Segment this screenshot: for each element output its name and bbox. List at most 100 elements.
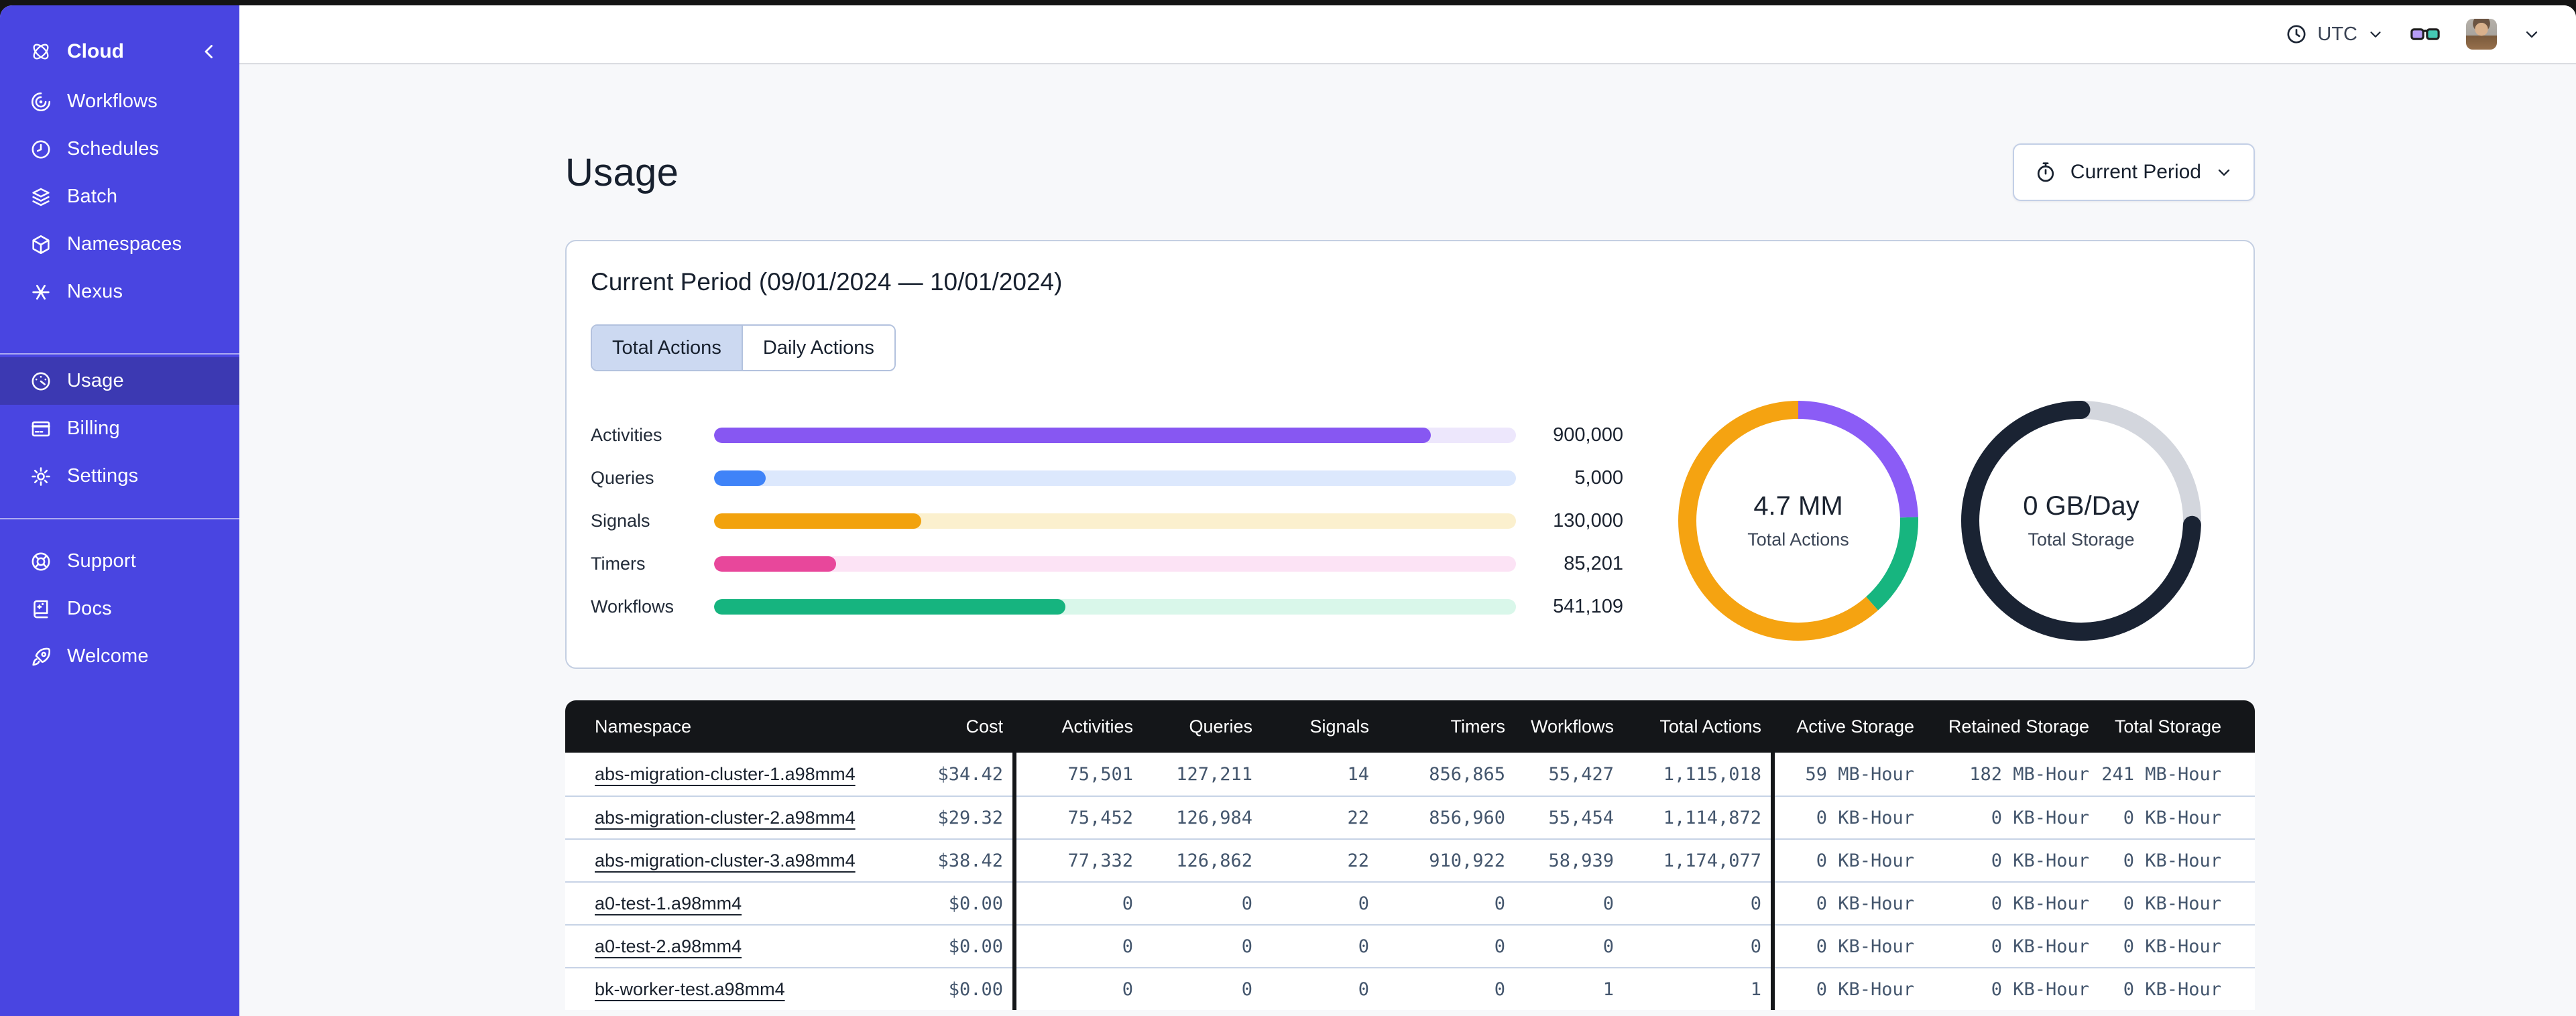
bar-track (714, 598, 1516, 615)
collapse-sidebar-icon[interactable] (198, 40, 221, 63)
period-selector-label: Current Period (2070, 161, 2201, 183)
cell-namespace: abs-migration-cluster-1.a98mm4 (565, 764, 860, 785)
column-header-activities: Activities (1061, 716, 1133, 737)
namespace-link[interactable]: bk-worker-test.a98mm4 (595, 978, 785, 999)
actions-bar-chart: Activities 900,000 Queries 5,000 Signals 130,… (591, 424, 1623, 617)
table-row: bk-worker-test.a98mm4 $0.00 0 0 0 0 1 1 0 KB-Hou… (565, 967, 2255, 1010)
namespace-link[interactable]: a0-test-1.a98mm4 (595, 893, 742, 913)
sidebar-item-usage[interactable]: Usage (0, 357, 239, 405)
cell-workflows: 0 (1602, 936, 1614, 957)
cell-queries: 0 (1241, 978, 1252, 1000)
glasses-icon[interactable] (2410, 19, 2441, 50)
namespace-link[interactable]: abs-migration-cluster-1.a98mm4 (595, 763, 856, 784)
sidebar-item-docs[interactable]: Docs (0, 585, 239, 633)
cell-timers: 856,960 (1429, 807, 1505, 828)
actions-tabs: Total Actions Daily Actions (591, 324, 896, 371)
cell-total-storage: 241 MB-Hour (2101, 763, 2221, 785)
bar-row-activities: Activities 900,000 (591, 424, 1623, 446)
bar-value: 85,201 (1564, 552, 1623, 574)
namespace-link[interactable]: abs-migration-cluster-2.a98mm4 (595, 807, 856, 828)
column-header-workflows: Workflows (1530, 716, 1614, 737)
cell-namespace: abs-migration-cluster-2.a98mm4 (565, 808, 860, 828)
cell-signals: 0 (1358, 893, 1369, 914)
sidebar-item-settings[interactable]: Settings (0, 452, 239, 500)
donut-label: Total Storage (2028, 529, 2135, 550)
current-period-card: Current Period (09/01/2024 — 10/01/2024)… (565, 240, 2255, 669)
cell-activities: 0 (1122, 893, 1133, 914)
cell-activities: 75,452 (1067, 807, 1133, 828)
sidebar-item-label: Docs (67, 598, 112, 619)
chevron-down-icon (2367, 25, 2384, 43)
cell-signals: 0 (1358, 978, 1369, 1000)
sidebar-item-nexus[interactable]: Nexus (0, 268, 239, 316)
usage-gauge-icon (30, 370, 52, 393)
account-menu-chevron-icon[interactable] (2522, 25, 2541, 44)
cell-activities: 77,332 (1067, 850, 1133, 871)
sidebar-item-workflows[interactable]: Workflows (0, 78, 239, 125)
cell-retained-storage: 182 MB-Hour (1969, 763, 2089, 785)
welcome-rocket-icon (30, 645, 52, 668)
batch-layers-icon (30, 186, 52, 208)
cell-active-storage: 0 KB-Hour (1816, 936, 1914, 957)
column-header-namespace: Namespace (595, 716, 692, 737)
sidebar-item-batch[interactable]: Batch (0, 173, 239, 220)
cell-timers: 856,865 (1429, 763, 1505, 785)
sidebar-item-billing[interactable]: Billing (0, 405, 239, 452)
cell-active-storage: 0 KB-Hour (1816, 807, 1914, 828)
cell-signals: 0 (1358, 936, 1369, 957)
temporal-logo-icon (30, 40, 52, 63)
sidebar-item-namespaces[interactable]: Namespaces (0, 220, 239, 268)
cell-activities: 0 (1122, 978, 1133, 1000)
table-row: a0-test-1.a98mm4 $0.00 0 0 0 0 0 0 0 KB-Hour 0 KB… (565, 881, 2255, 924)
sidebar-item-support[interactable]: Support (0, 537, 239, 585)
cell-retained-storage: 0 KB-Hour (1991, 807, 2089, 828)
sidebar-item-label: Workflows (67, 90, 158, 112)
donut-value: 0 GB/Day (2023, 491, 2140, 521)
namespaces-cube-icon (30, 233, 52, 256)
bar-fill (714, 427, 1431, 443)
cell-total-actions: 1,115,018 (1663, 763, 1761, 785)
cell-total-actions: 1,174,077 (1663, 850, 1761, 871)
docs-book-icon (30, 598, 52, 621)
tab-daily-actions[interactable]: Daily Actions (741, 326, 894, 370)
cell-retained-storage: 0 KB-Hour (1991, 936, 2089, 957)
cell-queries: 0 (1241, 893, 1252, 914)
sidebar-item-label: Settings (67, 465, 139, 487)
brand-label: Cloud (67, 40, 124, 62)
sidebar-brand[interactable]: Cloud (0, 25, 239, 78)
bar-value: 541,109 (1553, 595, 1623, 617)
cell-cost: $0.00 (948, 978, 1003, 1000)
cell-timers: 910,922 (1429, 850, 1505, 871)
schedules-icon (30, 138, 52, 161)
table-row: a0-test-2.a98mm4 $0.00 0 0 0 0 0 0 0 KB-Hour 0 KB… (565, 924, 2255, 967)
cell-namespace: bk-worker-test.a98mm4 (565, 979, 860, 1000)
namespace-link[interactable]: a0-test-2.a98mm4 (595, 936, 742, 956)
table-divider (1771, 753, 1775, 1010)
app-window: Cloud Workflows Schedules (0, 5, 2576, 1016)
cell-signals: 22 (1347, 850, 1369, 871)
timezone-selector[interactable]: UTC (2285, 23, 2384, 46)
period-selector-button[interactable]: Current Period (2012, 143, 2255, 201)
cell-retained-storage: 0 KB-Hour (1991, 893, 2089, 914)
card-heading: Current Period (09/01/2024 — 10/01/2024) (591, 268, 1063, 296)
sidebar-item-schedules[interactable]: Schedules (0, 125, 239, 173)
namespace-link[interactable]: abs-migration-cluster-3.a98mm4 (595, 850, 856, 871)
sidebar-item-label: Namespaces (67, 233, 182, 255)
bar-fill (714, 556, 836, 572)
cell-retained-storage: 0 KB-Hour (1991, 978, 2089, 1000)
table-body: abs-migration-cluster-1.a98mm4 $34.42 75,5… (565, 753, 2255, 1010)
cell-signals: 22 (1347, 807, 1369, 828)
namespace-usage-table: Namespace Cost Activities Queries Signals Tim… (565, 700, 2255, 1010)
column-header-cost: Cost (965, 716, 1003, 737)
sidebar-item-label: Welcome (67, 645, 149, 667)
sidebar-item-welcome[interactable]: Welcome (0, 633, 239, 680)
user-avatar[interactable] (2466, 19, 2497, 50)
page-title: Usage (565, 150, 679, 194)
tab-total-actions[interactable]: Total Actions (592, 326, 742, 370)
column-header-active-storage: Active Storage (1796, 716, 1914, 737)
bar-row-queries: Queries 5,000 (591, 467, 1623, 489)
bar-value: 130,000 (1553, 509, 1623, 531)
cell-active-storage: 0 KB-Hour (1816, 893, 1914, 914)
cell-cost: $0.00 (948, 936, 1003, 957)
cell-total-storage: 0 KB-Hour (2123, 978, 2221, 1000)
